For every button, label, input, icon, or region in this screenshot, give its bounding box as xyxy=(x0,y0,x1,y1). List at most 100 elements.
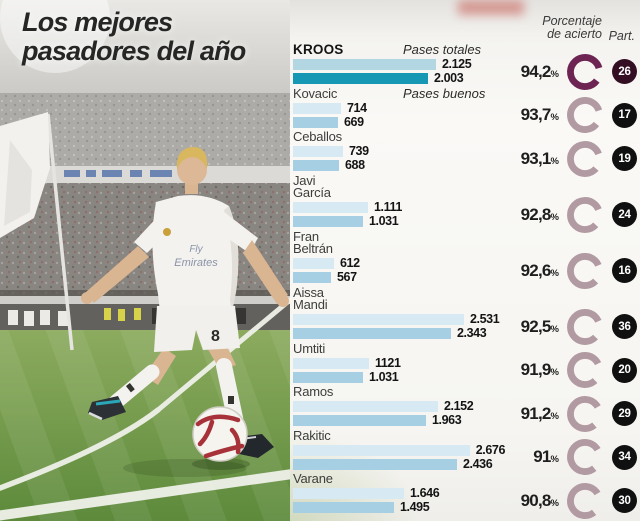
accuracy-donut-icon xyxy=(567,196,603,233)
player-name-text: KROOS xyxy=(293,42,344,57)
player-name-line: Rakitic xyxy=(293,427,637,443)
percent-sign: % xyxy=(550,211,559,223)
good-passes-line: 2.436 xyxy=(293,457,505,471)
total-passes-value: 2.125 xyxy=(442,57,472,71)
accuracy-value: 93,1% xyxy=(505,149,559,169)
total-passes-value: 739 xyxy=(349,144,369,158)
player-name: Aissa Mandi xyxy=(293,286,637,312)
total-passes-bar xyxy=(293,258,334,269)
matches-badge: 20 xyxy=(612,357,637,383)
total-passes-value: 2.676 xyxy=(475,442,506,457)
accuracy-donut-icon xyxy=(567,352,603,388)
accuracy-value: 92,5% xyxy=(505,317,559,337)
player-name-text: Rakitic xyxy=(293,427,331,443)
good-passes-line: 567 xyxy=(293,271,505,285)
good-passes-line: 1.031 xyxy=(293,370,505,384)
total-passes-bar xyxy=(293,488,404,499)
bars-block: 2.531 2.343 xyxy=(293,313,505,341)
player-row: Umtiti 1121 1.031 91,9% xyxy=(293,342,637,388)
soccer-ball xyxy=(192,406,250,470)
player-row: Ceballos 739 688 93,1% 1 xyxy=(293,130,637,177)
accuracy-donut-icon xyxy=(567,53,603,90)
accuracy-donut-icon xyxy=(567,252,603,289)
player-name-line: KROOS Pases totales xyxy=(293,42,637,57)
player-name: Fran Beltrán xyxy=(293,230,637,256)
accuracy-value: 90,8% xyxy=(505,491,559,511)
stadium-photo: 8 Fly Emirates xyxy=(0,0,290,521)
player-name: KROOS xyxy=(293,42,637,57)
good-passes-line: 688 xyxy=(293,159,505,173)
player-row: Varane 1.646 1.495 90,8% xyxy=(293,471,637,519)
good-passes-value: 1.963 xyxy=(432,413,462,427)
total-passes-value: 1.111 xyxy=(374,200,402,214)
total-passes-line: 2.125 xyxy=(293,58,505,72)
player-name-text: Varane xyxy=(293,471,333,486)
series-legend-label: Pases buenos xyxy=(403,85,486,101)
percent-sign: % xyxy=(550,410,559,422)
good-passes-bar xyxy=(293,328,451,339)
accuracy-number: 92,8 xyxy=(520,204,552,224)
player-name-line: Fran Beltrán xyxy=(293,230,637,256)
accuracy-number: 90,8 xyxy=(520,490,552,510)
bench-area xyxy=(0,296,290,334)
player-row-body: 2.531 2.343 92,5% 36 xyxy=(293,308,637,345)
player-row-body: 2.152 1.963 91,2% 29 xyxy=(293,395,637,432)
player-name-line: Umtiti xyxy=(293,342,637,356)
percent-sign: % xyxy=(550,155,559,167)
series-legend-label: Pases totales xyxy=(403,42,482,57)
corner-flag xyxy=(0,112,74,351)
bars-block: 2.152 1.963 xyxy=(293,400,505,428)
total-passes-bar xyxy=(293,59,436,70)
percent-sign: % xyxy=(550,367,559,378)
player-row-body: 612 567 92,6% 16 xyxy=(293,252,637,289)
accuracy-value: 92,8% xyxy=(505,205,559,225)
total-passes-bar xyxy=(293,202,368,213)
total-passes-bar xyxy=(293,444,470,456)
player-name-line: Aissa Mandi xyxy=(293,286,637,312)
accuracy-value: 93,7% xyxy=(505,105,559,125)
good-passes-bar xyxy=(293,458,457,470)
player-name-text2: Mandi xyxy=(293,297,328,312)
player-name-text2: Beltrán xyxy=(293,241,333,256)
player-name: Kovacic xyxy=(293,85,637,101)
good-passes-value: 669 xyxy=(344,114,364,129)
player-name: Varane xyxy=(293,471,637,486)
player-name: Ceballos xyxy=(293,130,637,144)
total-passes-value: 2.531 xyxy=(470,312,500,326)
player-name-text: Javi xyxy=(293,172,316,188)
bars-block: 1.646 1.495 xyxy=(293,487,505,515)
total-passes-line: 1121 xyxy=(293,356,505,370)
player-row: Javi García 1.111 1.031 92,8% xyxy=(293,172,637,233)
bars-block: 739 688 xyxy=(293,145,505,173)
bars-block: 714 669 xyxy=(293,101,505,129)
total-passes-line: 1.646 xyxy=(293,487,505,501)
player-rows: KROOS Pases totales 2.125 2.003 94,2% xyxy=(293,42,637,519)
matches-badge: 24 xyxy=(612,202,637,227)
good-passes-bar xyxy=(293,160,339,171)
player-name: Javi García xyxy=(293,172,637,200)
total-passes-bar xyxy=(293,102,341,114)
accuracy-header-line2: de acierto xyxy=(547,27,602,41)
accuracy-donut-icon xyxy=(567,97,603,133)
good-passes-line: 2.003 xyxy=(293,72,505,86)
percent-sign: % xyxy=(550,267,559,279)
player-name-text: Kovacic xyxy=(293,85,338,101)
total-passes-line: 714 xyxy=(293,101,505,115)
good-passes-bar xyxy=(293,73,428,84)
good-passes-value: 1.031 xyxy=(369,214,399,228)
shorts-number: 8 xyxy=(211,328,220,345)
percent-sign: % xyxy=(550,68,559,80)
player-row-body: 1.111 1.031 92,8% 24 xyxy=(293,196,637,233)
good-passes-bar xyxy=(293,371,363,383)
good-passes-bar xyxy=(293,415,426,426)
jersey-sponsor-line1: Fly xyxy=(189,244,203,255)
pitch xyxy=(0,297,290,521)
accuracy-number: 92,5 xyxy=(520,316,552,336)
accuracy-value: 94,2% xyxy=(505,62,559,82)
good-passes-bar xyxy=(293,502,394,513)
good-passes-value: 2.436 xyxy=(463,456,493,471)
percent-sign: % xyxy=(550,497,559,509)
bars-block: 1121 1.031 xyxy=(293,356,505,384)
player-row: Aissa Mandi 2.531 2.343 92,5% xyxy=(293,286,637,345)
